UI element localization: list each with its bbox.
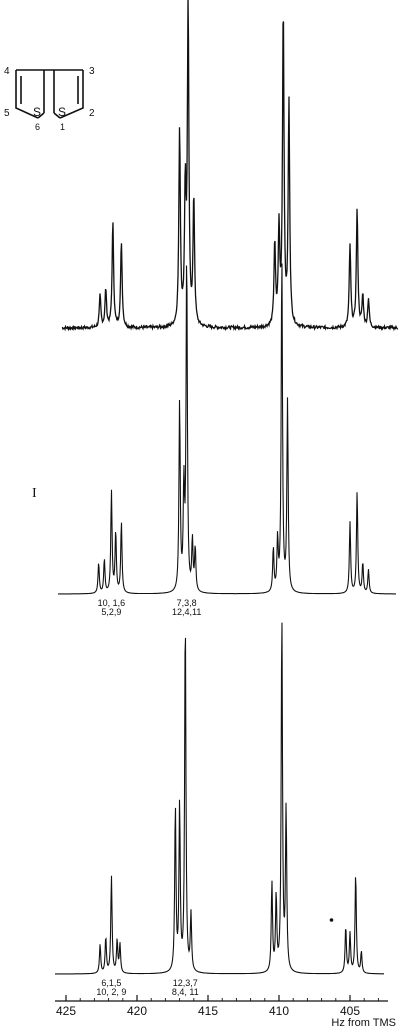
spectrum-2-annotation-1-line-1: 10, 1,6 [98,598,126,608]
spectrum-trace-3 [55,622,384,975]
atom-label-4: 4 [4,66,10,77]
molecule-structure [15,69,84,119]
x-tick-label-410: 410 [269,1004,289,1018]
atom-label-3: 3 [89,66,95,77]
x-axis: 425 420 415 410 405 [55,995,388,1018]
sulfur-label-left: S [33,105,41,119]
marker-dot [329,918,334,922]
x-tick-label-415: 415 [198,1004,218,1018]
roman-numeral-label: I [32,486,37,501]
spectrum-trace-2 [58,263,396,595]
spectrum-trace-1 [61,0,399,332]
spectra-group: 10, 1,65,2,9 7,3,812,4,11 6,1,510, 2, 9 12,… [55,0,399,997]
atom-label-5: 5 [4,108,10,119]
spectrum-3-annotation-1-line-2: 10, 2, 9 [96,987,126,997]
spectrum-2-annotation-1-line-2: 5,2,9 [101,607,121,617]
spectrum-2-annotation-2-line-1: 7,3,8 [177,598,197,608]
spectrum-3-annotation-2-line-2: 8,4, 11 [172,987,199,997]
x-tick-label-420: 420 [127,1004,147,1018]
x-axis-title: Hz from TMS [331,1017,396,1029]
molecule-bonds [15,69,84,119]
spectrum-3-annotation-1-line-1: 6,1,5 [101,978,121,988]
x-tick-label-405: 405 [340,1004,360,1018]
sulfur-label-right: S [58,105,66,119]
atom-label-1: 1 [60,122,65,132]
spectrum-3-annotation-2-line-1: 12,3,7 [173,978,198,988]
atom-label-6: 6 [35,122,40,132]
spectrum-2-annotation-2-line-2: 12,4,11 [172,607,201,617]
x-tick-label-425: 425 [56,1004,76,1018]
atom-label-2: 2 [89,108,95,119]
